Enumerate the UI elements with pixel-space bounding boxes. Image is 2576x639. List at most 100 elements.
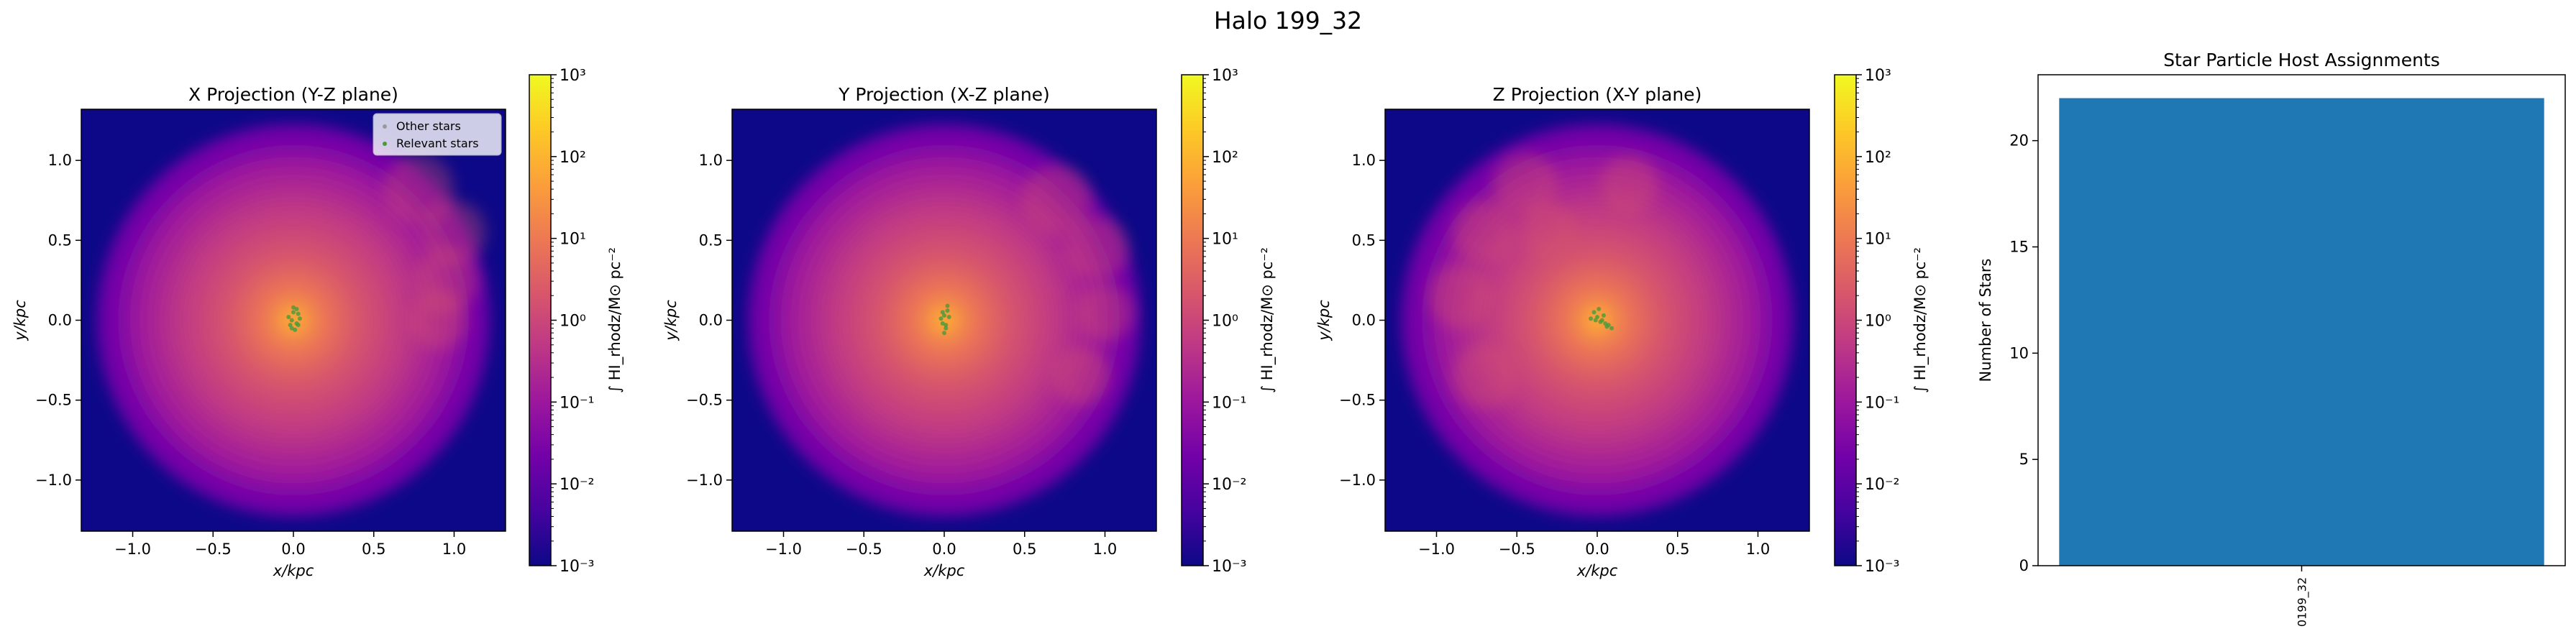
relevant-star-point xyxy=(944,326,949,331)
relevant-star-point xyxy=(940,310,945,315)
colorbar-tick-label: 10⁰ xyxy=(1212,313,1238,331)
legend: Other stars Relevant stars xyxy=(373,113,502,156)
relevant-star-point xyxy=(1589,316,1594,321)
x-tick-label: 0.0 xyxy=(281,541,305,558)
relevant-star-point xyxy=(293,327,298,332)
plot-frame xyxy=(2037,74,2566,566)
y-tick-label: 1.0 xyxy=(48,152,72,169)
y-tick-label: −0.5 xyxy=(35,392,72,409)
relevant-star-point xyxy=(296,311,301,316)
x-tick-label: 1.0 xyxy=(1093,541,1117,558)
bar-chart-panel: 0199_32 0 5 10 15 20 Star Particle Host Assign… xyxy=(1977,50,2566,627)
colorbar-label: ∫ HI_rhodz/M⊙ pc⁻² xyxy=(1912,247,1929,393)
relevant-star-point xyxy=(1609,326,1614,331)
x-tick-label: 0.0 xyxy=(932,541,956,558)
y-tick-label: 1.0 xyxy=(699,152,723,169)
relevant-star-point xyxy=(286,315,291,320)
density-map xyxy=(732,109,1156,531)
x-tick-label: −1.0 xyxy=(114,541,151,558)
relevant-star-point xyxy=(289,318,294,323)
y-axis-label: Number of Stars xyxy=(1977,259,1994,382)
y-tick-label: −0.5 xyxy=(1339,392,1376,409)
colorbar-label: ∫ HI_rhodz/M⊙ pc⁻² xyxy=(606,247,624,393)
gas-clump xyxy=(1021,165,1092,236)
legend-label: Other stars xyxy=(396,119,461,133)
colorbar xyxy=(1181,74,1204,566)
x-axis-label: x/kpc xyxy=(273,562,314,579)
y-tick-label: 0 xyxy=(2019,557,2029,574)
y-tick-label: 0.0 xyxy=(699,312,723,329)
x-tick-label: 0.5 xyxy=(1666,541,1689,558)
colorbar-tick-label: 10⁻¹ xyxy=(1865,394,1899,412)
x-tick-label: −1.0 xyxy=(1418,541,1455,558)
y-tick-label: 15 xyxy=(2009,238,2029,255)
colorbar-label: ∫ HI_rhodz/M⊙ pc⁻² xyxy=(1259,247,1276,393)
colorbar-tick-label: 10³ xyxy=(1865,67,1891,85)
relevant-star-point xyxy=(296,323,301,328)
relevant-star-point xyxy=(1595,315,1599,320)
x-tick-label: 0199_32 xyxy=(2296,577,2310,627)
x-tick-label: 0.0 xyxy=(1585,541,1609,558)
relevant-star-point xyxy=(938,316,944,321)
relevant-star-point xyxy=(942,331,946,336)
y-tick-label: 0.5 xyxy=(48,231,72,249)
colorbar-tick-label: 10⁻¹ xyxy=(1212,394,1246,412)
relevant-star-point xyxy=(942,313,946,318)
gas-clump xyxy=(1064,216,1130,281)
relevant-star-point xyxy=(1603,321,1608,326)
gas-clump xyxy=(408,291,467,349)
y-tick-label: −1.0 xyxy=(686,472,723,489)
projection-panel-3: −1.0 −0.5 0.0 0.5 1.0 −1.0 −0.5 0.0 0.5 1.0 Z Proj… xyxy=(1315,67,1929,579)
x-tick-label: 0.5 xyxy=(1013,541,1036,558)
relevant-star-point xyxy=(291,310,296,315)
legend-box xyxy=(373,113,502,156)
relevant-star-point xyxy=(1601,313,1606,318)
relevant-star-point xyxy=(297,316,302,321)
relevant-star-point xyxy=(1598,319,1603,324)
legend-label: Relevant stars xyxy=(396,137,479,150)
gas-clump xyxy=(1492,152,1558,217)
panel-title: Y Projection (X-Z plane) xyxy=(838,84,1050,105)
gas-clump xyxy=(1520,203,1579,262)
x-tick-label: 0.5 xyxy=(362,541,385,558)
bar xyxy=(2059,98,2544,566)
y-tick-label: 20 xyxy=(2009,132,2029,150)
colorbar-tick-label: 10⁰ xyxy=(559,313,586,331)
y-tick-label: 0.0 xyxy=(1352,312,1376,329)
x-tick-label: −0.5 xyxy=(195,541,232,558)
y-axis-label: y/kpc xyxy=(12,300,29,341)
gas-clump xyxy=(1051,347,1110,405)
y-tick-label: 10 xyxy=(2009,344,2029,362)
colorbar-tick-label: 10² xyxy=(1212,149,1238,167)
relevant-star-point xyxy=(288,323,293,328)
colorbar-tick-label: 10³ xyxy=(1212,67,1238,85)
x-tick-label: −0.5 xyxy=(1499,541,1535,558)
relevant-star-point xyxy=(945,308,950,313)
colorbar-tick-label: 10⁻² xyxy=(1865,476,1899,494)
x-axis-label: x/kpc xyxy=(923,562,965,579)
colorbar xyxy=(529,74,552,566)
relevant-star-point xyxy=(944,323,949,328)
y-tick-label: −1.0 xyxy=(35,472,72,489)
projection-panel-2: −1.0 −0.5 0.0 0.5 1.0 −1.0 −0.5 0.0 0.5 1.0 Y Proj… xyxy=(662,67,1276,579)
gas-clump xyxy=(1600,155,1658,213)
legend-marker-other-stars xyxy=(383,124,387,129)
colorbar-tick-label: 10² xyxy=(559,149,586,167)
y-tick-label: −0.5 xyxy=(686,392,723,409)
y-tick-label: 1.0 xyxy=(1352,152,1376,169)
x-tick-label: −0.5 xyxy=(846,541,882,558)
colorbar-tick-label: 10⁻² xyxy=(559,476,594,494)
relevant-star-point xyxy=(945,303,950,308)
relevant-star-point xyxy=(291,305,296,310)
relevant-star-point xyxy=(1597,306,1602,311)
y-tick-label: 0.5 xyxy=(1352,231,1376,249)
panel-title: Star Particle Host Assignments xyxy=(2163,50,2440,70)
x-tick-label: −1.0 xyxy=(765,541,802,558)
y-tick-label: −1.0 xyxy=(1339,472,1376,489)
y-axis-label: y/kpc xyxy=(662,300,680,341)
colorbar-tick-label: 10¹ xyxy=(1865,231,1891,249)
colorbar-tick-label: 10⁻³ xyxy=(1212,558,1246,576)
gas-clump xyxy=(1076,283,1134,341)
colorbar-tick-label: 10⁻¹ xyxy=(559,394,594,412)
gas-clump xyxy=(1428,264,1493,328)
